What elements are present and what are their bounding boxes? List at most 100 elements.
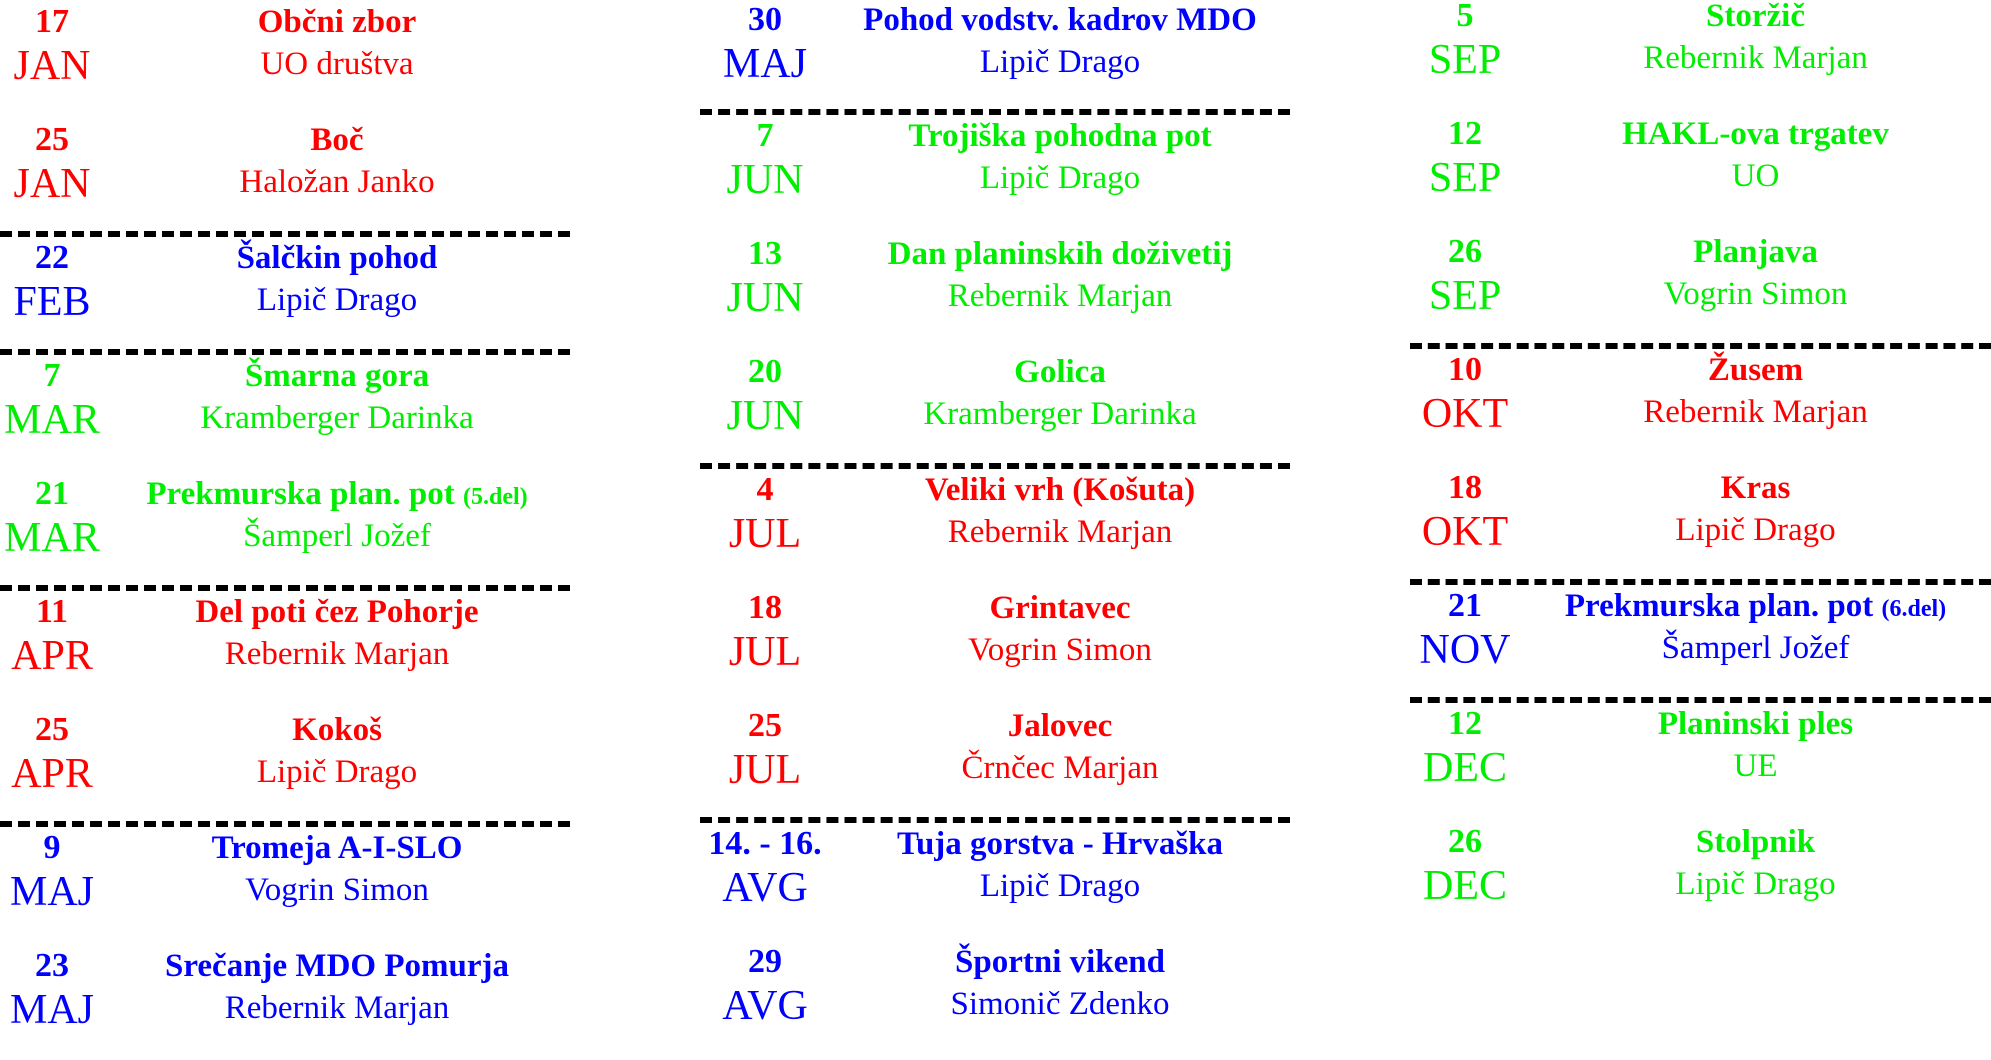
dashed-separator <box>700 109 1290 115</box>
schedule-column-3: 5 SEP Storžič Rebernik Marjan 12 SEP HAKL-ova … <box>1410 0 1991 936</box>
event-title-note: (5.del) <box>462 484 528 510</box>
event-date: 10 OKT <box>1410 350 1520 438</box>
event-month: AVG <box>722 983 808 1029</box>
event-day: 14. - 16. <box>708 825 822 862</box>
event-title-text: Jalovec <box>1007 708 1113 744</box>
event-leader: Rebernik Marjan <box>224 990 450 1026</box>
event-date: 25 APR <box>0 710 104 798</box>
event-item: 11 APR Del poti čez Pohorje Rebernik Marjan <box>0 588 570 706</box>
event-item: 7 MAR Šmarna gora Kramberger Darinka <box>0 352 570 470</box>
event-title-text: Tuja gorstva - Hrvaška <box>896 826 1224 862</box>
event-info: Storžič Rebernik Marjan <box>1520 0 1991 80</box>
event-title-text: Stolpnik <box>1695 824 1816 860</box>
event-month: SEP <box>1428 155 1502 201</box>
event-title-text: Šmarna gora <box>244 358 430 394</box>
event-title: HAKL-ova trgatev <box>1520 114 1991 154</box>
event-info: Prekmurska plan. pot (6.del) Šamperl Jože… <box>1520 586 1991 670</box>
event-leader: Lipič Drago <box>979 44 1141 80</box>
event-month: JAN <box>13 43 91 89</box>
event-title: Šmarna gora <box>104 356 570 396</box>
event-item: 21 NOV Prekmurska plan. pot (6.del) Šamperl… <box>1410 582 1991 703</box>
dashed-separator <box>0 585 570 591</box>
event-leader: Rebernik Marjan <box>1643 394 1868 430</box>
event-title-text: Žusem <box>1707 352 1804 388</box>
dashed-separator <box>1410 697 1991 703</box>
event-day: 21 <box>1448 587 1482 624</box>
event-info: Kokoš Lipič Drago <box>104 710 570 794</box>
event-month: MAR <box>4 397 100 443</box>
event-title: Golica <box>830 352 1290 392</box>
event-title: Trojiška pohodna pot <box>830 116 1290 156</box>
event-day: 30 <box>748 1 782 38</box>
event-item: 7 JUN Trojiška pohodna pot Lipič Drago <box>700 112 1290 230</box>
event-item: 25 APR Kokoš Lipič Drago <box>0 706 570 827</box>
dashed-separator <box>0 349 570 355</box>
event-title: Šalčkin pohod <box>104 238 570 278</box>
event-item: 25 JAN Boč Haložan Janko <box>0 116 570 237</box>
event-leader: UE <box>1733 748 1778 784</box>
event-info: Grintavec Vogrin Simon <box>830 588 1290 672</box>
event-leader: UO <box>1731 158 1780 194</box>
event-title: Jalovec <box>830 706 1290 746</box>
event-info: Občni zbor UO društva <box>104 2 570 86</box>
event-leader: Simonič Zdenko <box>950 986 1170 1022</box>
dashed-separator <box>700 817 1290 823</box>
event-leader: Vogrin Simon <box>968 632 1152 668</box>
event-title: Boč <box>104 120 570 160</box>
event-item: 18 JUL Grintavec Vogrin Simon <box>700 584 1290 702</box>
event-month: SEP <box>1428 273 1502 319</box>
event-day: 21 <box>35 475 69 512</box>
event-date: 5 SEP <box>1410 0 1520 84</box>
event-date: 14. - 16. AVG <box>700 824 830 912</box>
event-leader: Rebernik Marjan <box>1643 40 1868 76</box>
event-item: 18 OKT Kras Lipič Drago <box>1410 464 1991 585</box>
event-day: 23 <box>35 947 69 984</box>
event-info: Športni vikend Simonič Zdenko <box>830 942 1290 1026</box>
event-title-text: Veliki vrh (Košuta) <box>924 472 1196 508</box>
event-month: JUL <box>728 629 802 675</box>
event-day: 13 <box>748 235 782 272</box>
event-info: Veliki vrh (Košuta) Rebernik Marjan <box>830 470 1290 554</box>
event-title-text: Šalčkin pohod <box>236 240 438 276</box>
event-title: Žusem <box>1520 350 1991 390</box>
event-day: 7 <box>756 117 774 154</box>
event-title: Dan planinskih doživetij <box>830 234 1290 274</box>
event-item: 12 DEC Planinski ples UE <box>1410 700 1991 818</box>
event-info: Šmarna gora Kramberger Darinka <box>104 356 570 440</box>
event-date: 17 JAN <box>0 2 104 90</box>
event-day: 26 <box>1448 233 1482 270</box>
event-date: 29 AVG <box>700 942 830 1030</box>
event-leader: Šamperl Jožef <box>1661 630 1850 666</box>
event-date: 21 NOV <box>1410 586 1520 674</box>
event-title-text: Pohod vodstv. kadrov MDO <box>863 2 1257 38</box>
event-info: Tromeja A-I-SLO Vogrin Simon <box>104 828 570 912</box>
event-leader: Vogrin Simon <box>245 872 429 908</box>
event-day: 22 <box>35 239 69 276</box>
event-day: 26 <box>1448 823 1482 860</box>
event-day: 7 <box>43 357 61 394</box>
event-day: 20 <box>748 353 782 390</box>
event-date: 26 SEP <box>1410 232 1520 320</box>
event-info: Trojiška pohodna pot Lipič Drago <box>830 116 1290 200</box>
event-title: Tuja gorstva - Hrvaška <box>830 824 1290 864</box>
event-item: 25 JUL Jalovec Črnčec Marjan <box>700 702 1290 823</box>
event-month: JAN <box>13 161 91 207</box>
event-info: HAKL-ova trgatev UO <box>1520 114 1991 198</box>
event-item: 12 SEP HAKL-ova trgatev UO <box>1410 110 1991 228</box>
event-day: 18 <box>748 589 782 626</box>
event-title-text: Športni vikend <box>955 944 1165 980</box>
event-item: 21 MAR Prekmurska plan. pot (5.del) Šamperl… <box>0 470 570 591</box>
event-item: 5 SEP Storžič Rebernik Marjan <box>1410 0 1991 110</box>
event-month: DEC <box>1423 863 1507 909</box>
event-month: DEC <box>1423 745 1507 791</box>
event-date: 12 SEP <box>1410 114 1520 202</box>
event-date: 7 MAR <box>0 356 104 444</box>
event-title-text: Prekmurska plan. pot <box>146 476 455 512</box>
event-date: 9 MAJ <box>0 828 104 916</box>
event-title-text: Prekmurska plan. pot <box>1564 588 1874 624</box>
event-leader: Lipič Drago <box>1675 512 1836 548</box>
event-title: Prekmurska plan. pot (6.del) <box>1520 586 1991 626</box>
event-day: 9 <box>43 829 61 866</box>
event-date: 7 JUN <box>700 116 830 204</box>
event-month: APR <box>11 633 93 679</box>
